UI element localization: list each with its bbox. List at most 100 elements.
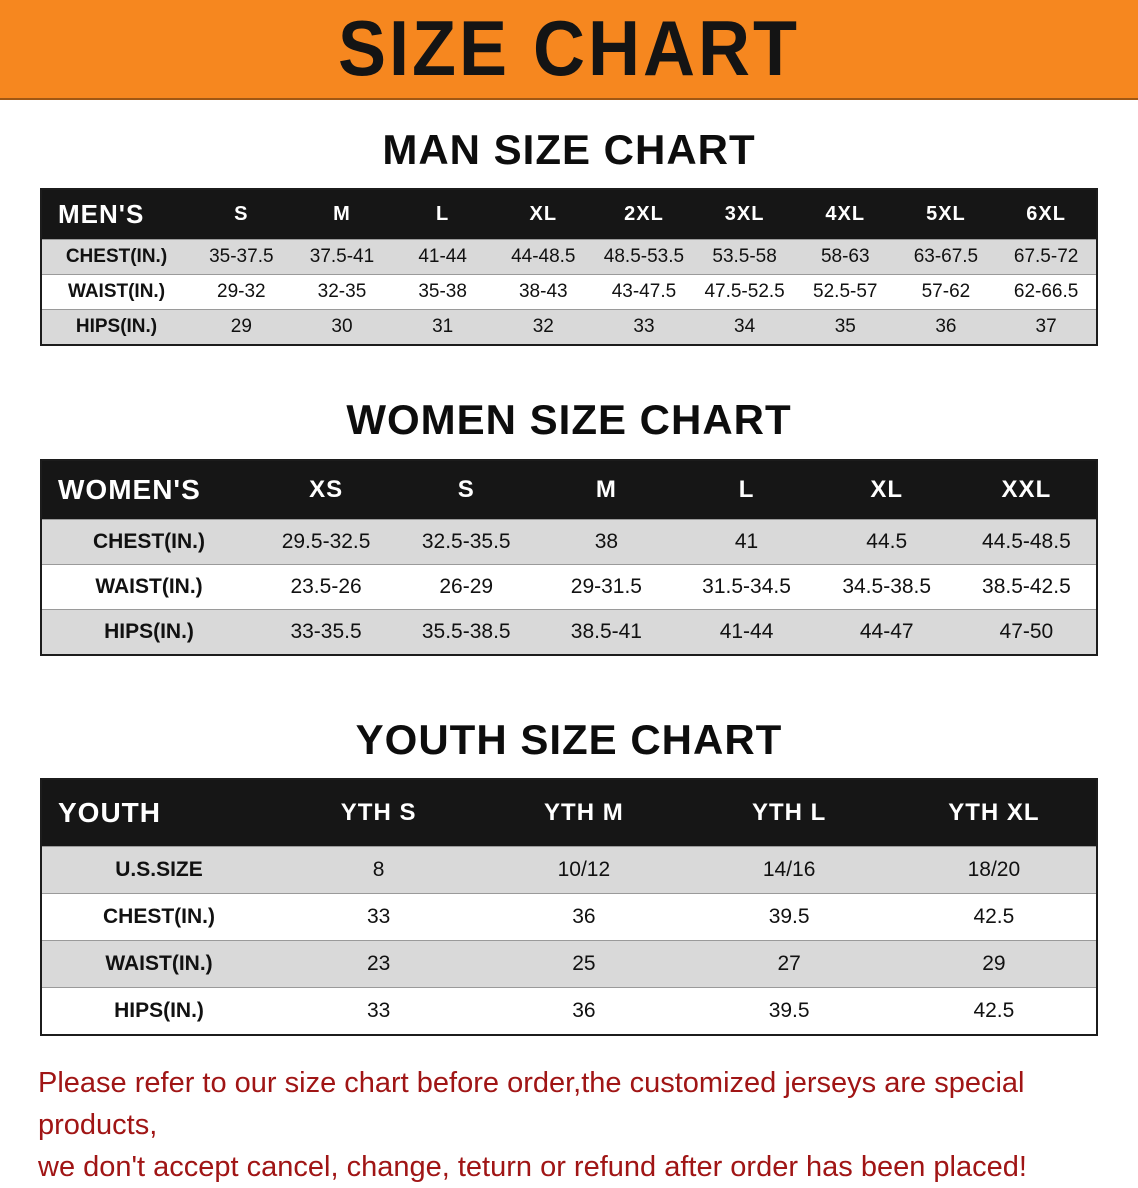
measurement-label: HIPS(IN.) bbox=[114, 998, 204, 1022]
size-value-cell: 44.5-48.5 bbox=[982, 529, 1071, 553]
size-value-cell: 58-63 bbox=[820, 246, 870, 268]
measurement-row: WAIST(IN.) 29-32 32-35 35-38 38-43 43-47.5 47.… bbox=[41, 274, 1097, 310]
measurement-row: U.S.SIZE 8 10/12 14/16 18/20 bbox=[41, 846, 1097, 894]
measurement-row: WAIST(IN.) 23.5-26 26-29 29-31.5 31.5-34.5 34… bbox=[41, 564, 1097, 610]
size-value-cell: 37.5-41 bbox=[309, 246, 375, 268]
size-value-cell: 35-37.5 bbox=[209, 246, 274, 268]
size-column-header: XS bbox=[309, 475, 344, 503]
size-value-cell: 30 bbox=[331, 316, 353, 338]
measurement-row: HIPS(IN.) 29 30 31 32 33 34 35 36 37 bbox=[41, 309, 1097, 346]
youth-size-section: YOUTH SIZE CHART YOUTH YTH S YTH M YTH L YTH… bbox=[0, 716, 1138, 1036]
size-value-cell: 29-32 bbox=[217, 281, 266, 303]
size-value-cell: 26-29 bbox=[439, 574, 494, 598]
size-header-row: WOMEN'S XS S M L XL XXL bbox=[41, 459, 1097, 520]
size-header-row: YOUTH YTH S YTH M YTH L YTH XL bbox=[41, 778, 1097, 847]
size-column-header: M bbox=[333, 203, 351, 226]
size-value-cell: 38.5-41 bbox=[570, 619, 642, 643]
size-column-header: S bbox=[457, 475, 475, 503]
women-table-wrap: WOMEN'S XS S M L XL XXL CHEST(IN.) 29.5-32.5 32.5… bbox=[0, 458, 1138, 656]
measurement-label: HIPS(IN.) bbox=[75, 316, 158, 338]
size-column-header: 3XL bbox=[724, 203, 765, 226]
size-value-cell: 32-35 bbox=[317, 281, 367, 303]
size-column-header: L bbox=[738, 475, 755, 503]
size-value-cell: 57-62 bbox=[921, 281, 971, 303]
measurement-row: HIPS(IN.) 33-35.5 35.5-38.5 38.5-41 41-44 44-… bbox=[41, 609, 1097, 655]
size-value-cell: 53.5-58 bbox=[712, 246, 777, 268]
order-policy-note-line1: Please refer to our size chart before or… bbox=[38, 1066, 1025, 1141]
size-value-cell: 48.5-53.5 bbox=[603, 246, 685, 268]
man-size-chart-heading: MAN SIZE CHART bbox=[382, 126, 756, 173]
womens-size-table: WOMEN'S XS S M L XL XXL CHEST(IN.) 29.5-32.5 32.5… bbox=[40, 458, 1098, 656]
size-value-cell: 25 bbox=[572, 951, 596, 975]
size-column-header: YTH M bbox=[544, 798, 624, 826]
size-value-cell: 44-47 bbox=[859, 619, 914, 643]
size-value-cell: 35 bbox=[834, 316, 856, 338]
size-column-header: YTH XL bbox=[948, 798, 1040, 826]
size-value-cell: 33 bbox=[633, 316, 655, 338]
size-value-cell: 47.5-52.5 bbox=[704, 281, 785, 303]
size-value-cell: 33-35.5 bbox=[290, 619, 362, 643]
size-column-header: 4XL bbox=[825, 203, 866, 226]
size-column-header: M bbox=[595, 475, 617, 503]
size-value-cell: 35.5-38.5 bbox=[421, 619, 511, 643]
size-value-cell: 38 bbox=[594, 529, 619, 553]
size-value-cell: 36 bbox=[572, 998, 596, 1022]
measurement-row: WAIST(IN.) 23 25 27 29 bbox=[41, 940, 1097, 988]
size-value-cell: 47-50 bbox=[999, 619, 1054, 643]
table-title-cell: MEN'S bbox=[58, 199, 145, 230]
size-value-cell: 44-48.5 bbox=[511, 246, 576, 268]
size-value-cell: 33 bbox=[366, 904, 391, 928]
size-value-cell: 34.5-38.5 bbox=[842, 574, 932, 598]
size-value-cell: 14/16 bbox=[762, 857, 816, 881]
size-value-cell: 36 bbox=[572, 904, 596, 928]
size-column-header: XL bbox=[870, 475, 904, 503]
size-value-cell: 42.5 bbox=[973, 904, 1015, 928]
size-value-cell: 41 bbox=[734, 529, 759, 553]
mens-size-table: MEN'S S M L XL 2XL 3XL 4XL 5XL 6XL CHEST(IN.) 35-37… bbox=[40, 188, 1098, 347]
size-value-cell: 29.5-32.5 bbox=[281, 529, 371, 553]
measurement-label: U.S.SIZE bbox=[115, 857, 203, 881]
youth-size-table: YOUTH YTH S YTH M YTH L YTH XL U.S.SIZE 8 10/12… bbox=[40, 777, 1098, 1036]
measurement-row: CHEST(IN.) 33 36 39.5 42.5 bbox=[41, 893, 1097, 941]
measurement-row: HIPS(IN.) 33 36 39.5 42.5 bbox=[41, 987, 1097, 1035]
size-column-header: YTH S bbox=[340, 798, 417, 826]
size-value-cell: 52.5-57 bbox=[813, 281, 878, 303]
measurement-label: HIPS(IN.) bbox=[104, 619, 194, 643]
size-value-cell: 38-43 bbox=[518, 281, 568, 303]
size-value-cell: 10/12 bbox=[557, 857, 611, 881]
size-value-cell: 38.5-42.5 bbox=[982, 574, 1071, 598]
measurement-label: CHEST(IN.) bbox=[93, 529, 205, 553]
size-value-cell: 23 bbox=[366, 951, 391, 975]
size-value-cell: 36 bbox=[935, 316, 957, 338]
size-value-cell: 39.5 bbox=[768, 904, 810, 928]
youth-table-wrap: YOUTH YTH S YTH M YTH L YTH XL U.S.SIZE 8 10/12… bbox=[0, 777, 1138, 1036]
size-value-cell: 37 bbox=[1035, 316, 1057, 338]
size-value-cell: 44.5 bbox=[866, 529, 908, 553]
size-value-cell: 27 bbox=[777, 951, 801, 975]
women-size-section: WOMEN SIZE CHART WOMEN'S XS S M L XL XXL CHEST(… bbox=[0, 396, 1138, 656]
size-value-cell: 23.5-26 bbox=[290, 574, 362, 598]
measurement-row: CHEST(IN.) 35-37.5 37.5-41 41-44 44-48.5 48.5… bbox=[41, 239, 1097, 275]
size-value-cell: 39.5 bbox=[768, 998, 810, 1022]
size-value-cell: 32.5-35.5 bbox=[421, 529, 511, 553]
size-column-header: 6XL bbox=[1026, 203, 1066, 226]
size-value-cell: 32 bbox=[532, 316, 554, 338]
size-value-cell: 29-31.5 bbox=[570, 574, 642, 598]
size-header-row: MEN'S S M L XL 2XL 3XL 4XL 5XL 6XL bbox=[41, 189, 1097, 240]
measurement-label: WAIST(IN.) bbox=[105, 951, 213, 975]
men-table-wrap: MEN'S S M L XL 2XL 3XL 4XL 5XL 6XL CHEST(IN.) 35-37… bbox=[0, 188, 1138, 347]
size-value-cell: 67.5-72 bbox=[1013, 246, 1079, 268]
size-value-cell: 29 bbox=[230, 316, 252, 338]
women-size-chart-heading: WOMEN SIZE CHART bbox=[346, 396, 792, 444]
size-value-cell: 62-66.5 bbox=[1013, 281, 1079, 303]
size-value-cell: 18/20 bbox=[967, 857, 1021, 881]
youth-size-chart-heading: YOUTH SIZE CHART bbox=[355, 715, 783, 763]
size-value-cell: 63-67.5 bbox=[913, 246, 979, 268]
measurement-label: WAIST(IN.) bbox=[67, 281, 166, 303]
size-column-header: L bbox=[436, 203, 450, 226]
size-column-header: XL bbox=[529, 203, 558, 226]
size-column-header: 2XL bbox=[624, 203, 664, 226]
order-policy-note-line2: we don't accept cancel, change, teturn o… bbox=[38, 1150, 1027, 1183]
size-value-cell: 31.5-34.5 bbox=[702, 574, 791, 598]
size-value-cell: 33 bbox=[366, 998, 391, 1022]
